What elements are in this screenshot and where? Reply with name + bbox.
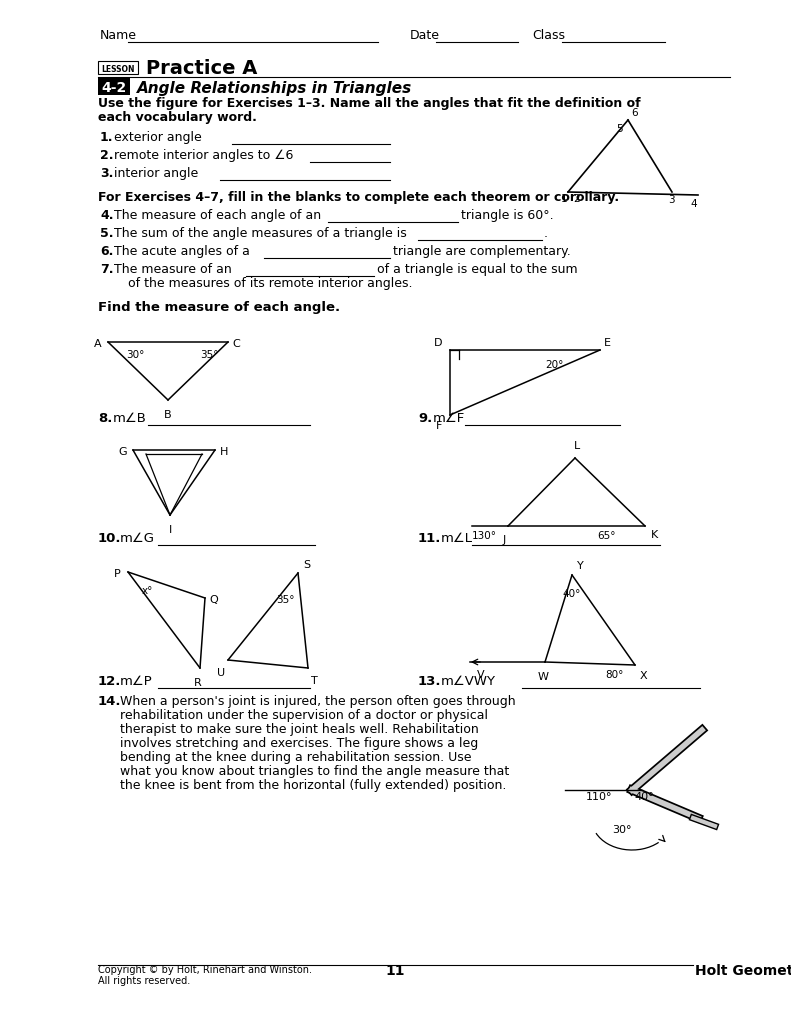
Text: 4.: 4.	[100, 209, 113, 222]
Text: of a triangle is equal to the sum: of a triangle is equal to the sum	[377, 263, 577, 276]
Text: 1: 1	[560, 194, 567, 204]
Text: each vocabulary word.: each vocabulary word.	[98, 111, 257, 124]
Text: m∠P: m∠P	[120, 675, 153, 688]
Text: .: .	[544, 227, 548, 240]
Text: 130°: 130°	[472, 531, 497, 541]
Text: H: H	[220, 447, 229, 457]
Text: S: S	[303, 560, 310, 570]
Text: 40°: 40°	[634, 792, 653, 802]
Text: 9.: 9.	[418, 412, 432, 425]
Text: Practice A: Practice A	[146, 59, 257, 79]
Text: 4-2: 4-2	[101, 81, 127, 95]
Text: 13.: 13.	[418, 675, 441, 688]
Text: 12.: 12.	[98, 675, 121, 688]
Text: R: R	[194, 678, 202, 688]
Text: Find the measure of each angle.: Find the measure of each angle.	[98, 301, 340, 314]
Text: involves stretching and exercises. The figure shows a leg: involves stretching and exercises. The f…	[120, 737, 479, 750]
Text: triangle is 60°.: triangle is 60°.	[461, 209, 554, 222]
Text: X: X	[640, 671, 648, 681]
Text: T: T	[311, 676, 318, 686]
Text: 4: 4	[690, 199, 697, 209]
Text: 5: 5	[616, 124, 623, 134]
Text: The measure of each angle of an: The measure of each angle of an	[114, 209, 321, 222]
Text: 3.: 3.	[100, 167, 113, 180]
Text: 2.: 2.	[100, 150, 113, 162]
Text: G: G	[119, 447, 127, 457]
Text: interior angle: interior angle	[114, 167, 199, 180]
Text: Name: Name	[100, 29, 137, 42]
Text: Holt Geometry: Holt Geometry	[695, 964, 791, 978]
Text: A: A	[94, 339, 102, 349]
Text: m∠G: m∠G	[120, 532, 155, 545]
Text: All rights reserved.: All rights reserved.	[98, 976, 191, 986]
Text: The measure of an: The measure of an	[114, 263, 232, 276]
Text: 30°: 30°	[126, 350, 145, 360]
Text: P: P	[114, 569, 121, 579]
Text: 6: 6	[631, 108, 638, 118]
Text: Angle Relationships in Triangles: Angle Relationships in Triangles	[137, 81, 412, 95]
Text: I: I	[168, 525, 172, 535]
Text: K: K	[651, 530, 658, 540]
Text: 11: 11	[385, 964, 405, 978]
Text: exterior angle: exterior angle	[114, 131, 202, 144]
FancyBboxPatch shape	[98, 78, 130, 95]
Text: The acute angles of a: The acute angles of a	[114, 245, 250, 258]
Text: 6.: 6.	[100, 245, 113, 258]
Text: 40°: 40°	[562, 589, 581, 599]
Text: rehabilitation under the supervision of a doctor or physical: rehabilitation under the supervision of …	[120, 709, 488, 722]
Text: When a person's joint is injured, the person often goes through: When a person's joint is injured, the pe…	[120, 695, 516, 708]
Text: 110°: 110°	[586, 792, 612, 802]
Text: 11.: 11.	[418, 532, 441, 545]
Text: 2: 2	[573, 194, 580, 204]
Text: the knee is bent from the horizontal (fully extended) position.: the knee is bent from the horizontal (fu…	[120, 779, 506, 792]
Text: LESSON: LESSON	[101, 65, 134, 74]
Text: Class: Class	[532, 29, 565, 42]
Text: 80°: 80°	[605, 670, 623, 680]
FancyBboxPatch shape	[98, 61, 138, 74]
Text: of the measures of its remote interior angles.: of the measures of its remote interior a…	[128, 278, 412, 290]
Text: m∠B: m∠B	[113, 412, 147, 425]
Text: B: B	[165, 410, 172, 420]
Text: 35°: 35°	[276, 595, 294, 605]
Text: triangle are complementary.: triangle are complementary.	[393, 245, 571, 258]
Text: D: D	[433, 338, 442, 348]
Text: E: E	[604, 338, 611, 348]
Text: Use the figure for Exercises 1–3. Name all the angles that fit the definition of: Use the figure for Exercises 1–3. Name a…	[98, 97, 641, 110]
Text: 8.: 8.	[98, 412, 112, 425]
Text: therapist to make sure the joint heals well. Rehabilitation: therapist to make sure the joint heals w…	[120, 723, 479, 736]
Text: bending at the knee during a rehabilitation session. Use: bending at the knee during a rehabilitat…	[120, 751, 471, 764]
Text: m∠F: m∠F	[433, 412, 465, 425]
Text: Y: Y	[577, 561, 584, 571]
Text: U: U	[217, 668, 225, 678]
Text: F: F	[436, 421, 442, 431]
Text: 7.: 7.	[100, 263, 113, 276]
Text: W: W	[538, 672, 548, 682]
Text: Q: Q	[209, 595, 218, 605]
Text: For Exercises 4–7, fill in the blanks to complete each theorem or corollary.: For Exercises 4–7, fill in the blanks to…	[98, 191, 619, 204]
Text: m∠VWY: m∠VWY	[441, 675, 496, 688]
Text: 3: 3	[668, 195, 675, 205]
Text: Copyright © by Holt, Rinehart and Winston.: Copyright © by Holt, Rinehart and Winsto…	[98, 965, 312, 975]
Text: The sum of the angle measures of a triangle is: The sum of the angle measures of a trian…	[114, 227, 407, 240]
Text: 20°: 20°	[545, 360, 563, 370]
Text: C: C	[232, 339, 240, 349]
Text: L: L	[574, 441, 580, 451]
Text: 5.: 5.	[100, 227, 113, 240]
Text: remote interior angles to ∠6: remote interior angles to ∠6	[114, 150, 293, 162]
Text: J: J	[502, 535, 505, 545]
Text: what you know about triangles to find the angle measure that: what you know about triangles to find th…	[120, 765, 509, 778]
Text: 35°: 35°	[200, 350, 218, 360]
Text: Date: Date	[410, 29, 440, 42]
Text: x°: x°	[142, 586, 153, 596]
Text: m∠L: m∠L	[441, 532, 473, 545]
Text: 10.: 10.	[98, 532, 122, 545]
Text: 14.: 14.	[98, 695, 122, 708]
Text: V: V	[477, 670, 485, 680]
Text: 30°: 30°	[612, 825, 631, 835]
Text: 1.: 1.	[100, 131, 113, 144]
Text: 65°: 65°	[597, 531, 615, 541]
